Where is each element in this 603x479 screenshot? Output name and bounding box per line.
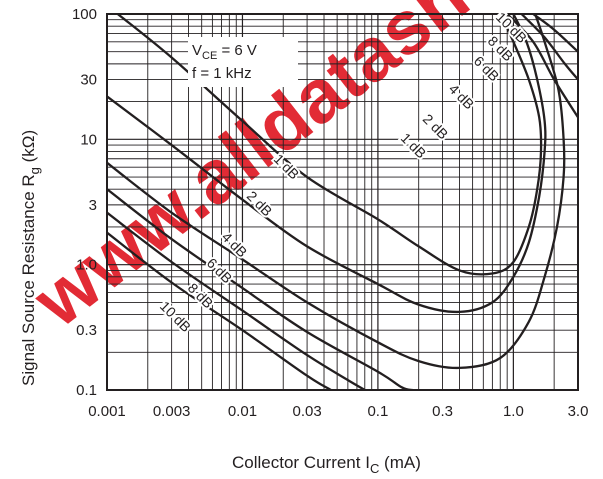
vce-value: = 6 V bbox=[217, 42, 257, 59]
frequency-label: f = 1 kHz bbox=[192, 65, 252, 82]
y-tick-label: 10 bbox=[80, 131, 97, 148]
x-tick-label: 0.01 bbox=[228, 403, 257, 420]
curve-6db bbox=[107, 188, 413, 390]
x-tick-label: 0.001 bbox=[88, 403, 126, 420]
x-tick-label: 3.0 bbox=[568, 403, 589, 420]
curve-label: 2 dB bbox=[420, 111, 452, 143]
x-tick-labels: 0.001 0.003 0.01 0.03 0.1 0.3 1.0 3.0 bbox=[88, 403, 588, 420]
x-tick-label: 1.0 bbox=[503, 403, 524, 420]
y-tick-label: 0.1 bbox=[76, 382, 97, 399]
svg-text:VCE = 6 V: VCE = 6 V bbox=[192, 42, 257, 62]
y-tick-label: 3 bbox=[89, 197, 97, 214]
y-tick-label: 100 bbox=[72, 6, 97, 23]
y-tick-labels: 0.1 0.3 1.0 3 10 30 100 bbox=[72, 6, 97, 399]
curve-label: 6 dB bbox=[204, 255, 236, 287]
x-axis-label: Collector Current IC (mA) bbox=[232, 453, 421, 476]
curve-10db bbox=[107, 231, 332, 390]
vce-subscript: CE bbox=[202, 50, 217, 62]
curve-1db bbox=[116, 14, 543, 276]
curves bbox=[107, 14, 578, 390]
conditions-box: VCE = 6 V f = 1 kHz bbox=[188, 37, 298, 87]
y-tick-label: 30 bbox=[80, 72, 97, 89]
y-tick-label: 1.0 bbox=[76, 257, 97, 274]
curve-10db bbox=[532, 14, 578, 53]
curve-label: 4 dB bbox=[219, 229, 251, 261]
x-tick-label: 0.1 bbox=[367, 403, 388, 420]
x-tick-label: 0.003 bbox=[153, 403, 191, 420]
y-tick-label: 0.3 bbox=[76, 322, 97, 339]
plot-frame bbox=[106, 13, 579, 391]
curve-8db bbox=[520, 14, 578, 81]
vce-label: V bbox=[192, 42, 202, 59]
curve-6db bbox=[506, 14, 578, 118]
curve-label: 1 dB bbox=[398, 130, 430, 162]
curve-8db bbox=[107, 211, 366, 390]
x-tick-label: 0.03 bbox=[292, 403, 321, 420]
curve-4db bbox=[107, 14, 566, 370]
y-axis-label: Signal Source Resistance Rg (kΩ) bbox=[19, 130, 42, 386]
curve-2db bbox=[107, 14, 547, 314]
x-tick-label: 0.3 bbox=[432, 403, 453, 420]
